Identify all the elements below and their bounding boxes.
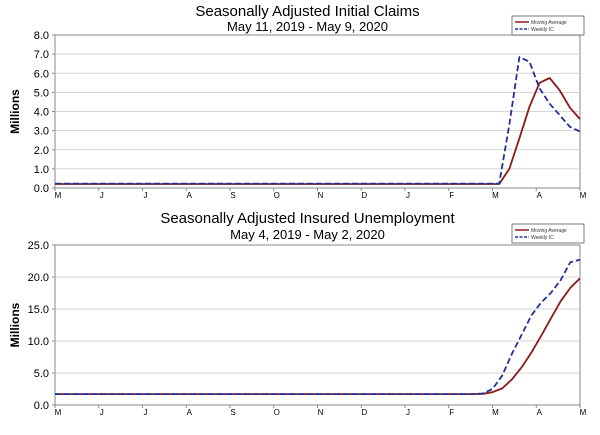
chart0-xtick-label: M xyxy=(492,191,499,200)
chart1-xtick-label: O xyxy=(274,408,280,417)
chart0-title: Seasonally Adjusted Initial Claims xyxy=(195,3,419,20)
chart0-xtick-label: J xyxy=(406,191,410,200)
chart0-ytick-label: 0.0 xyxy=(34,183,49,195)
chart1-xtick-label: J xyxy=(144,408,148,417)
chart1-ytick-label: 15.0 xyxy=(28,304,49,316)
chart0-series-weekly-ic-line xyxy=(55,56,581,185)
chart1-xtick-label: J xyxy=(406,408,410,417)
chart0-xtick-label: A xyxy=(537,191,543,200)
chart0-ytick-label: 1.0 xyxy=(34,164,49,176)
chart0-xtick-label: S xyxy=(230,191,235,200)
chart0-ylabel: Millions xyxy=(8,89,22,134)
chart0-legend-box xyxy=(511,15,585,36)
chart0-ytick-label: 7.0 xyxy=(34,49,49,61)
chart1-ytick-label: 10.0 xyxy=(28,336,49,348)
chart0-xtick-label: A xyxy=(187,191,193,200)
chart1-ytick-label: 25.0 xyxy=(28,240,49,252)
chart1-series-weekly-ic-line xyxy=(55,258,581,396)
chart1-xtick-label: M xyxy=(580,408,587,417)
chart1-xtick-label: J xyxy=(100,408,104,417)
chart0-ytick-label: 4.0 xyxy=(34,107,49,119)
chart1-legend-label: Weekly IC xyxy=(531,235,554,241)
chart0-xtick-label: N xyxy=(318,191,324,200)
chart0-xtick-label: M xyxy=(55,191,62,200)
chart1-ytick-label: 5.0 xyxy=(34,368,49,380)
chart1-xtick-label: D xyxy=(361,408,367,417)
chart0-xtick-label: M xyxy=(580,191,587,200)
chart1-xtick-label: S xyxy=(230,408,235,417)
chart0-legend-label: Moving Average xyxy=(531,20,567,26)
chart1-xtick-label: M xyxy=(55,408,62,417)
chart1-xtick-label: A xyxy=(537,408,543,417)
chart0-xtick-label: F xyxy=(449,191,454,200)
chart1-group: Seasonally Adjusted Insured Unemployment… xyxy=(8,210,587,417)
chart1-ylabel: Millions xyxy=(8,302,22,347)
chart1-plot-frame xyxy=(54,244,581,406)
chart0-xtick-label: O xyxy=(274,191,280,200)
chart1-subtitle: May 4, 2019 - May 2, 2020 xyxy=(230,227,385,242)
chart0-ytick-label: 8.0 xyxy=(34,30,49,42)
chart0-ytick-label: 2.0 xyxy=(34,145,49,157)
chart1-ytick-label: 20.0 xyxy=(28,272,49,284)
chart1-xtick-label: A xyxy=(187,408,193,417)
chart1-xtick-label: F xyxy=(449,408,454,417)
chart1-ytick-label: 0.0 xyxy=(34,400,49,412)
chart1-title: Seasonally Adjusted Insured Unemployment xyxy=(160,210,455,227)
chart0-ytick-label: 3.0 xyxy=(34,126,49,138)
chart0-ytick-label: 5.0 xyxy=(34,87,49,99)
chart0-xtick-label: J xyxy=(100,191,104,200)
chart1-xtick-label: M xyxy=(492,408,499,417)
chart0-legend-label: Weekly IC xyxy=(531,27,554,33)
chart1-legend-label: Moving Average xyxy=(531,228,567,234)
chart0-xtick-label: D xyxy=(361,191,367,200)
chart0-xtick-label: J xyxy=(144,191,148,200)
chart0-ytick-label: 6.0 xyxy=(34,68,49,80)
chart1-legend-box xyxy=(511,223,585,244)
chart0-subtitle: May 11, 2019 - May 9, 2020 xyxy=(227,19,388,34)
chart1-xtick-label: N xyxy=(318,408,324,417)
